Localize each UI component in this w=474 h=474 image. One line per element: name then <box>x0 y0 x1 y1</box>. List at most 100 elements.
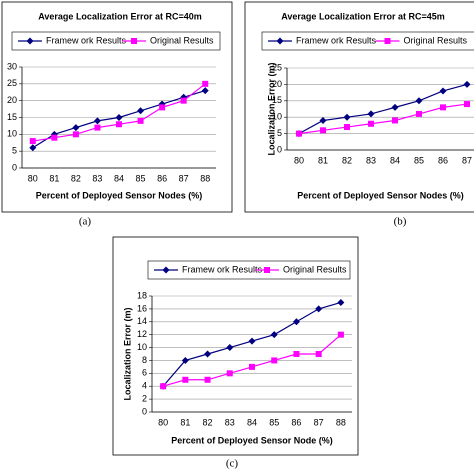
x-tick-label: 80 <box>158 417 168 427</box>
data-point <box>391 103 399 111</box>
data-point <box>367 110 375 118</box>
x-tick-label: 80 <box>294 155 304 165</box>
legend-label: Framew ork Results <box>46 35 127 45</box>
data-point <box>226 344 234 352</box>
legend-label: Original Results <box>150 35 214 45</box>
x-tick-label: 84 <box>390 155 400 165</box>
y-tick-label: 16 <box>137 303 147 313</box>
data-point <box>115 114 123 121</box>
data-point <box>319 116 327 124</box>
data-point <box>51 134 58 141</box>
data-point <box>248 337 256 345</box>
data-point <box>320 127 326 134</box>
y-tick-label: 25 <box>272 62 282 72</box>
data-point <box>160 383 167 390</box>
data-point <box>271 357 278 364</box>
data-point <box>137 117 144 124</box>
y-tick-label: 0 <box>142 406 147 416</box>
x-tick-label: 82 <box>203 417 213 427</box>
data-point <box>415 97 423 105</box>
series-line <box>298 83 468 135</box>
data-point <box>368 120 374 127</box>
data-point <box>204 350 212 358</box>
series-line <box>298 103 468 135</box>
y-tick-label: 8 <box>142 355 147 365</box>
y-tick-label: 15 <box>272 95 282 105</box>
x-tick-label: 87 <box>462 155 472 165</box>
y-axis-label: Localization Error (m) <box>266 62 276 155</box>
y-tick-label: 12 <box>137 329 147 339</box>
y-tick-label: 30 <box>7 61 17 71</box>
x-axis-label: Percent of Deployed Sensor Node (%) <box>171 435 333 445</box>
data-point <box>93 117 101 125</box>
legend-marker <box>264 267 270 273</box>
data-point <box>315 351 322 357</box>
x-tick-label: 81 <box>49 173 59 183</box>
data-point <box>315 305 323 313</box>
data-point <box>182 376 189 383</box>
legend-label: Framew ork Results <box>296 35 377 45</box>
legend-marker <box>384 38 391 44</box>
y-tick-label: 2 <box>142 393 147 403</box>
data-point <box>29 144 37 152</box>
x-tick-label: 82 <box>342 155 352 165</box>
data-point <box>343 113 351 121</box>
x-tick-label: 87 <box>179 173 189 183</box>
y-tick-label: 14 <box>137 316 147 326</box>
data-point <box>344 124 350 131</box>
x-tick-label: 86 <box>157 173 167 183</box>
x-tick-label: 85 <box>269 417 279 427</box>
x-tick-label: 84 <box>114 173 124 183</box>
y-tick-label: 0 <box>277 144 282 154</box>
data-point <box>29 138 36 145</box>
data-point <box>463 80 471 88</box>
data-point <box>204 376 211 383</box>
y-tick-label: 5 <box>12 146 17 156</box>
data-point <box>392 117 398 124</box>
data-point <box>72 124 80 132</box>
caption: (a) <box>79 216 92 228</box>
data-point <box>440 104 446 111</box>
legend-box <box>261 31 474 51</box>
legend-marker <box>131 38 137 44</box>
caption: (c) <box>226 458 239 470</box>
x-axis-label: Percent of Deployed Sensor Nodes (%) <box>36 190 203 200</box>
y-tick-label: 25 <box>7 78 17 88</box>
x-tick-label: 85 <box>414 155 424 165</box>
data-point <box>159 104 166 111</box>
x-tick-label: 87 <box>314 417 324 427</box>
legend-label: Framew ork Results <box>182 264 263 274</box>
x-tick-label: 83 <box>92 173 102 183</box>
legend-box <box>11 31 221 51</box>
data-point <box>137 107 145 115</box>
data-point <box>116 121 122 128</box>
legend-marker <box>162 266 170 274</box>
y-tick-label: 10 <box>7 129 17 139</box>
data-point <box>337 331 344 338</box>
y-tick-label: 10 <box>137 342 147 352</box>
data-point <box>296 130 302 137</box>
y-axis-label: Localization Error (m) <box>122 307 132 400</box>
x-tick-label: 84 <box>247 417 257 427</box>
legend-label: Original Results <box>404 35 468 45</box>
legend-label: Original Results <box>283 264 347 274</box>
data-point <box>292 318 300 326</box>
x-tick-label: 86 <box>291 417 301 427</box>
x-tick-label: 85 <box>136 173 146 183</box>
y-tick-label: 6 <box>142 368 147 378</box>
legend-box <box>147 260 351 280</box>
data-point <box>293 351 300 357</box>
x-tick-label: 88 <box>336 417 346 427</box>
x-tick-label: 82 <box>71 173 81 183</box>
data-point <box>270 331 278 339</box>
data-point <box>226 370 233 377</box>
data-point <box>72 131 79 138</box>
plot-area <box>152 296 352 412</box>
legend-marker <box>26 37 34 45</box>
y-tick-label: 10 <box>272 112 282 122</box>
data-point <box>416 110 422 117</box>
caption: (b) <box>394 216 407 228</box>
data-point <box>202 80 209 87</box>
legend-marker <box>276 37 284 45</box>
